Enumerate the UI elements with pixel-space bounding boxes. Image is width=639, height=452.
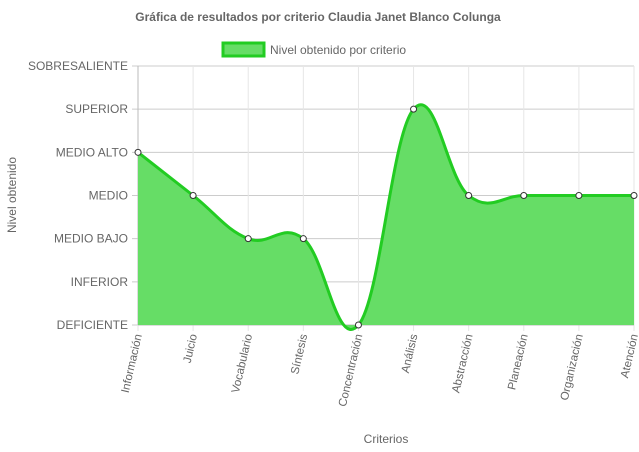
legend-label: Nivel obtenido por criterio	[270, 43, 406, 57]
data-points	[134, 105, 638, 329]
data-point[interactable]	[134, 148, 142, 156]
data-point[interactable]	[354, 321, 362, 329]
data-point[interactable]	[465, 192, 473, 199]
x-tick-label: Juicio	[182, 333, 200, 364]
x-axis-label: Criterios	[364, 432, 409, 446]
data-point[interactable]	[630, 192, 638, 199]
y-axis-label: Nivel obtenido	[5, 157, 19, 233]
data-point[interactable]	[575, 192, 583, 199]
x-tick-label: Información	[120, 333, 145, 394]
x-tick-label: Vocabulario	[230, 333, 255, 394]
y-tick-label: MEDIO BAJO	[54, 232, 128, 246]
y-tick-label: MEDIO ALTO	[56, 145, 128, 159]
plot-area	[137, 103, 634, 331]
data-point[interactable]	[189, 192, 197, 199]
x-tick-label: Concentración	[337, 333, 365, 408]
x-tick-label: Abstracción	[450, 333, 475, 394]
x-tick-label: Atención	[619, 333, 639, 379]
legend[interactable]: Nivel obtenido por criterio	[221, 41, 406, 58]
data-point[interactable]	[299, 235, 307, 243]
x-tick-label: Planeación	[506, 333, 530, 391]
x-tick-label: Síntesis	[289, 333, 310, 376]
y-tick-label: SUPERIOR	[65, 102, 128, 116]
y-tick-label: SOBRESALIENTE	[28, 59, 128, 73]
y-axis-ticks: DEFICIENTE INFERIOR MEDIO BAJO MEDIO MEDIO A…	[28, 59, 128, 332]
y-tick-label: DEFICIENTE	[57, 318, 128, 332]
x-tick-label: Análisis	[400, 333, 421, 375]
data-point[interactable]	[410, 105, 418, 113]
x-tick-label: Organización	[559, 333, 586, 402]
data-point[interactable]	[244, 235, 252, 243]
y-tick-label: MEDIO	[89, 189, 128, 203]
chart-title: Gráfica de resultados por criterio Claud…	[135, 10, 501, 24]
y-tick-label: INFERIOR	[71, 275, 129, 289]
x-axis-ticks: Información Juicio Vocabulario Síntesis Conc…	[120, 333, 639, 408]
data-point[interactable]	[520, 192, 528, 199]
legend-swatch	[221, 41, 266, 58]
